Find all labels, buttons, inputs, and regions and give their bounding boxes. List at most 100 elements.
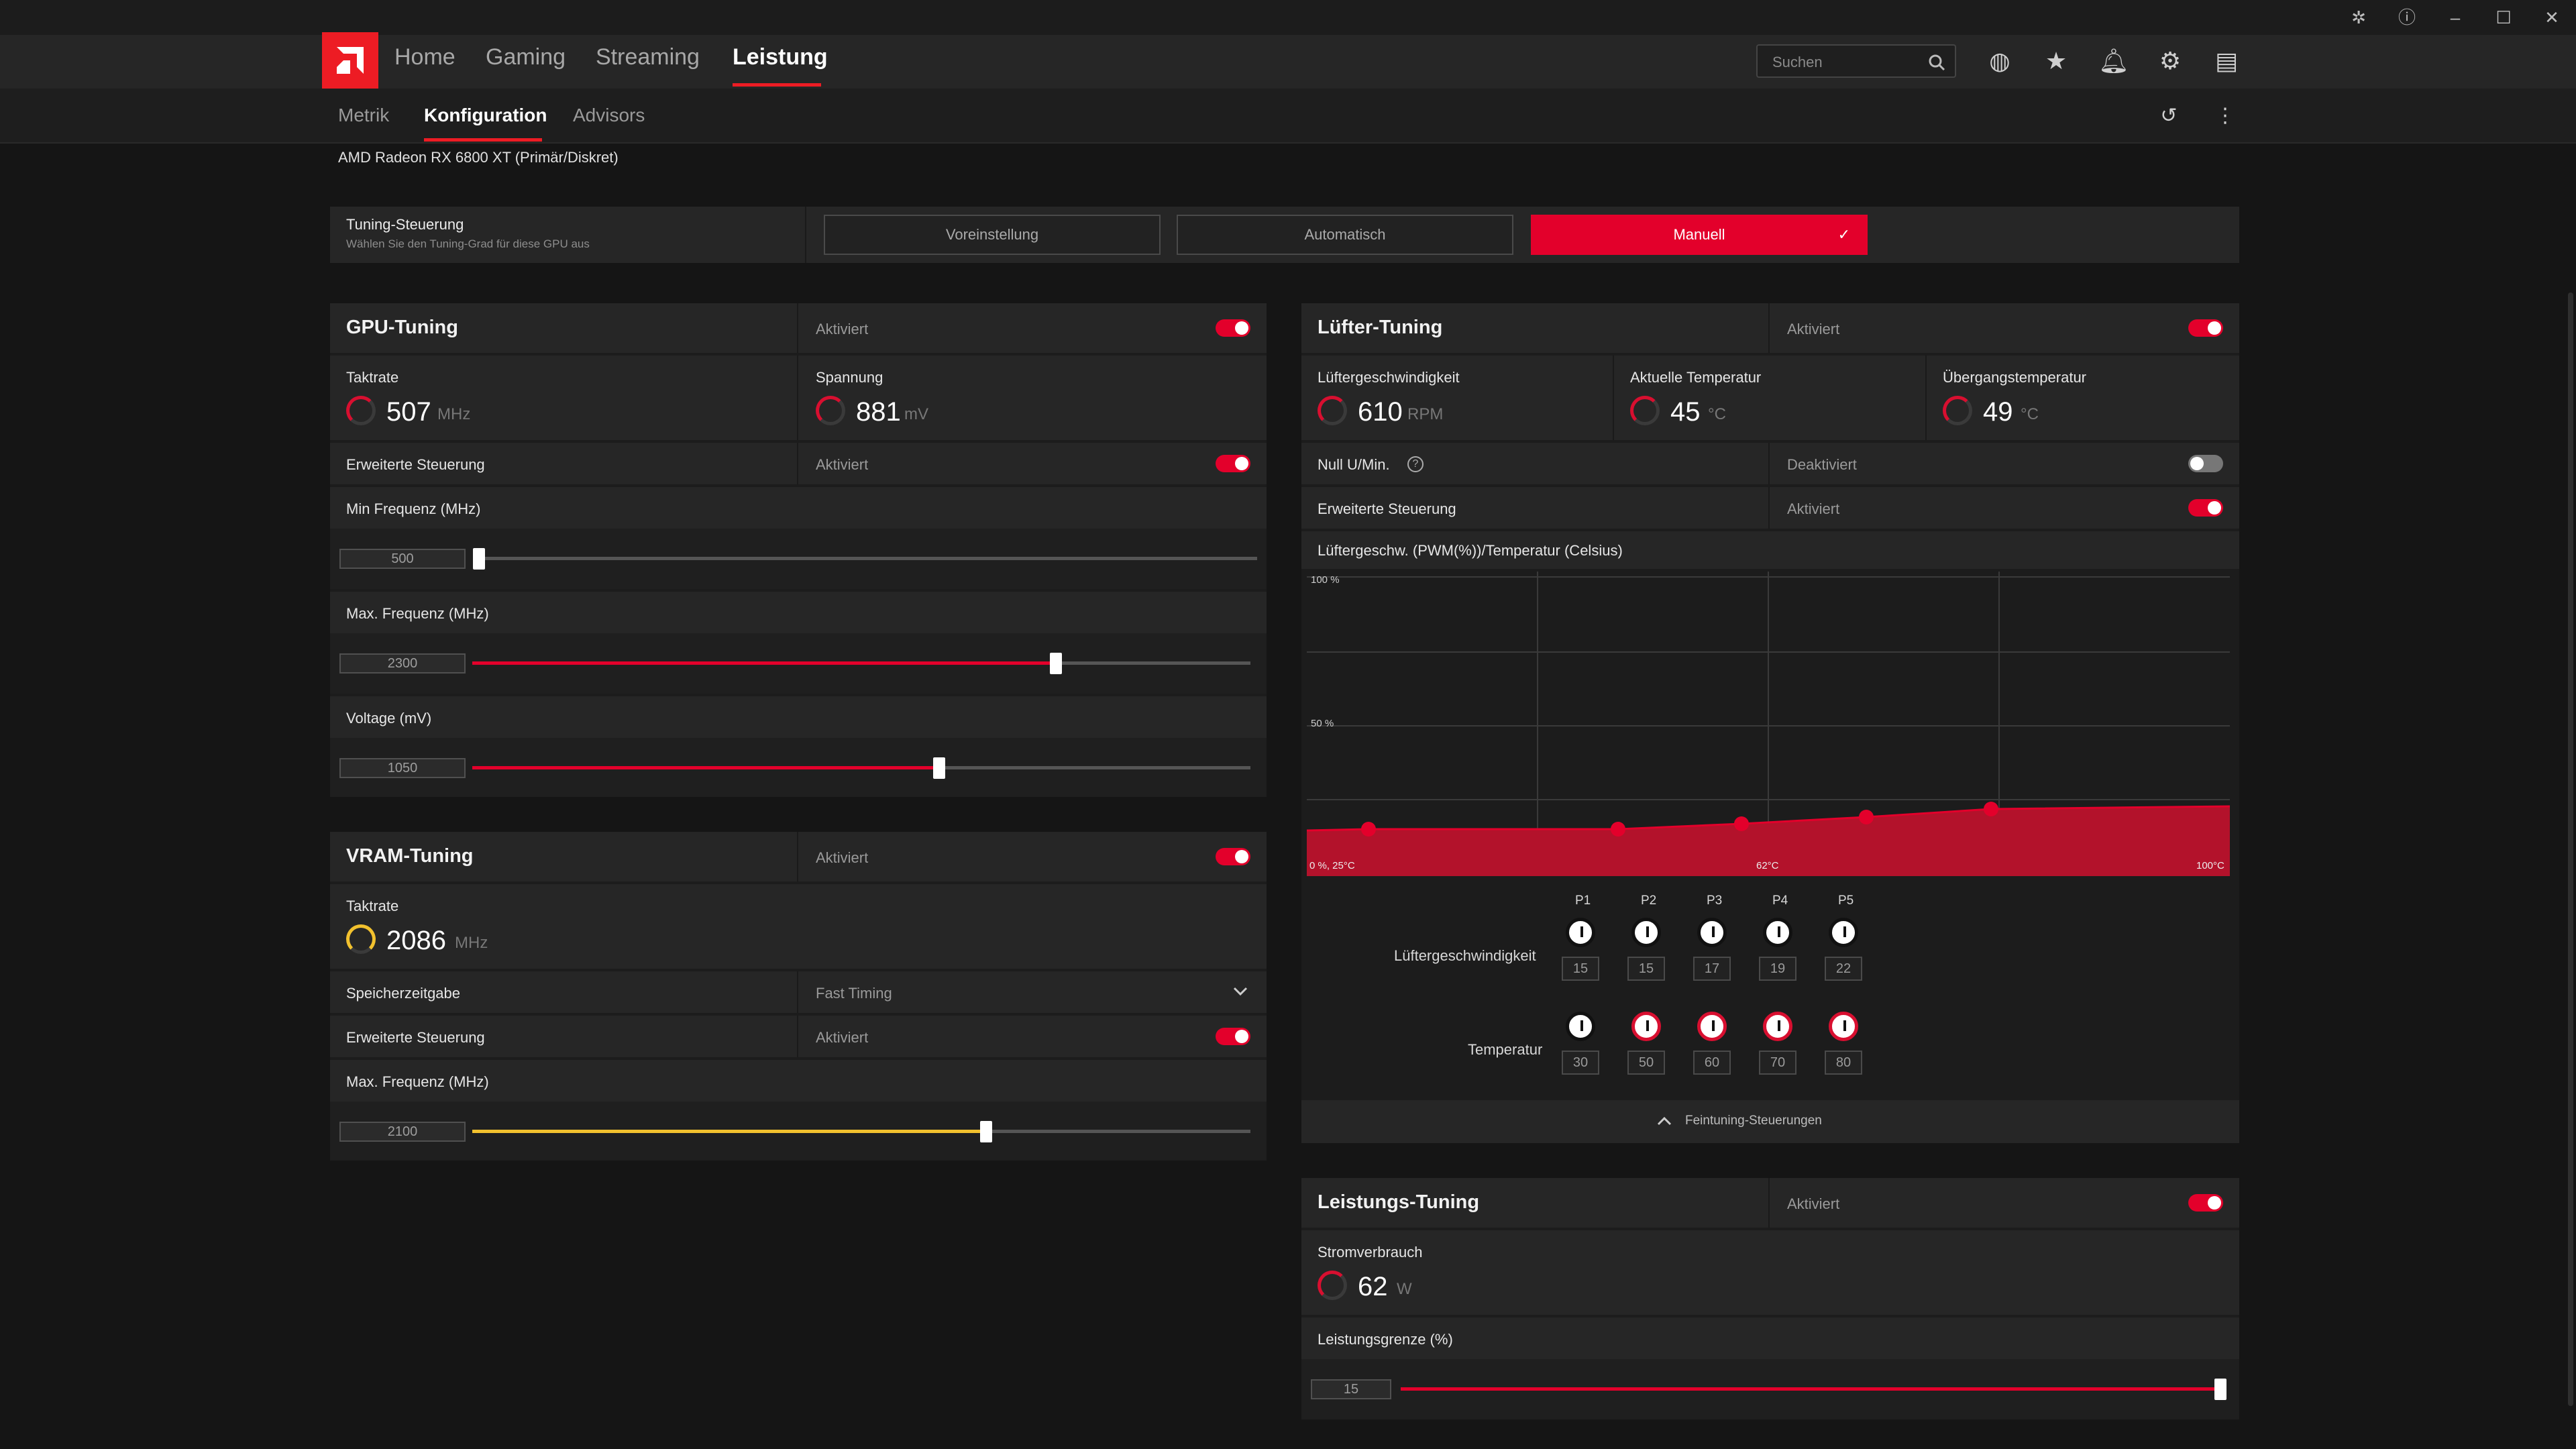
speed-value-p4[interactable]: 19: [1759, 957, 1796, 981]
temp-value-p4[interactable]: 70: [1759, 1051, 1796, 1075]
mode-manuell-label: Manuell: [1673, 226, 1725, 243]
settings-gear-icon[interactable]: ⚙: [2159, 47, 2182, 74]
voltage-value-field[interactable]: 1050: [339, 758, 466, 778]
mode-voreinstellung-button[interactable]: Voreinstellung: [824, 215, 1161, 255]
max-freq-slider[interactable]: [472, 653, 1250, 674]
vram-tuning-status: Aktiviert: [816, 849, 869, 866]
favorites-star-icon[interactable]: ★: [2045, 47, 2068, 74]
speed-knob-p3[interactable]: [1697, 918, 1727, 947]
min-freq-slider[interactable]: [473, 548, 1257, 570]
reset-icon[interactable]: ↺: [2160, 105, 2178, 127]
nav-gaming[interactable]: Gaming: [486, 44, 566, 70]
speed-value-p1[interactable]: 15: [1562, 957, 1599, 981]
temp-knob-p1[interactable]: [1566, 1012, 1595, 1041]
nav-streaming[interactable]: Streaming: [596, 44, 700, 70]
vram-max-freq-label-row: Max. Frequenz (MHz): [330, 1060, 1267, 1102]
temp-knob-p5[interactable]: [1829, 1012, 1858, 1041]
power-limit-slider[interactable]: [1401, 1379, 2226, 1400]
column-divider: [1925, 356, 1927, 440]
nav-home[interactable]: Home: [394, 44, 455, 70]
gpu-tuning-status: Aktiviert: [816, 321, 869, 337]
vram-max-freq-slider-row: 2100: [330, 1102, 1267, 1161]
speed-value-p2[interactable]: 15: [1627, 957, 1665, 981]
point-label-p5: P5: [1838, 894, 1854, 908]
tab-metrik[interactable]: Metrik: [338, 105, 390, 125]
point-label-p1: P1: [1575, 894, 1591, 908]
current-temp-value: 45: [1670, 397, 1701, 427]
vram-advanced-toggle[interactable]: [1216, 1028, 1250, 1045]
bug-report-icon[interactable]: ✲: [2351, 7, 2366, 28]
fan-advanced-toggle[interactable]: [2188, 499, 2223, 517]
zero-rpm-status: Deaktiviert: [1787, 456, 1857, 473]
close-button[interactable]: ✕: [2544, 7, 2559, 28]
speed-value-p5[interactable]: 22: [1825, 957, 1862, 981]
junction-temp-unit: °C: [2021, 405, 2039, 423]
vram-tuning-toggle[interactable]: [1216, 848, 1250, 865]
vram-max-freq-value-field[interactable]: 2100: [339, 1122, 466, 1142]
memory-timing-dropdown[interactable]: Fast Timing: [798, 971, 1267, 1013]
zero-rpm-toggle[interactable]: [2188, 455, 2223, 472]
voltage-slider-fill: [472, 766, 939, 769]
nav-leistung[interactable]: Leistung: [733, 44, 828, 70]
globe-icon[interactable]: ◍: [1989, 47, 2010, 74]
temp-knob-p3[interactable]: [1697, 1012, 1727, 1041]
fan-curve-graph[interactable]: 100 % 50 % 0 %, 25°C 62°C 100°C: [1306, 572, 2231, 876]
account-card-icon[interactable]: ▤: [2214, 47, 2238, 74]
max-freq-value-field[interactable]: 2300: [339, 653, 466, 674]
fan-speed-label: Lüftergeschwindigkeit: [1318, 369, 1460, 386]
vram-max-freq-slider[interactable]: [472, 1121, 1250, 1142]
min-freq-slider-thumb[interactable]: [473, 548, 485, 570]
speed-value-p3[interactable]: 17: [1693, 957, 1731, 981]
power-limit-slider-thumb[interactable]: [2214, 1379, 2226, 1400]
temp-value-p5[interactable]: 80: [1825, 1051, 1862, 1075]
vram-tuning-header: VRAM-Tuning Aktiviert: [330, 832, 1267, 881]
voltage-slider-thumb[interactable]: [933, 757, 945, 779]
minimize-button[interactable]: –: [2450, 7, 2461, 28]
temp-value-p3[interactable]: 60: [1693, 1051, 1731, 1075]
search-icon[interactable]: [1928, 54, 1945, 71]
fan-curve-area: [1307, 806, 2230, 876]
help-icon[interactable]: ?: [1407, 456, 1424, 472]
vram-clock-label: Taktrate: [346, 898, 399, 914]
notification-bell-icon[interactable]: 🔔︎: [2098, 47, 2129, 74]
tuning-control-bar: Tuning-Steuerung Wählen Sie den Tuning-G…: [330, 207, 2239, 263]
help-icon[interactable]: ⓘ: [2398, 7, 2416, 28]
temp-value-p2[interactable]: 50: [1627, 1051, 1665, 1075]
maximize-button[interactable]: ☐: [2496, 7, 2512, 28]
min-freq-value-field[interactable]: 500: [339, 549, 466, 569]
gpu-voltage-unit: mV: [904, 405, 928, 423]
mode-automatisch-button[interactable]: Automatisch: [1177, 215, 1513, 255]
speed-knob-p1[interactable]: [1566, 918, 1595, 947]
curve-point-p2: [1611, 822, 1625, 837]
more-options-icon[interactable]: ⋮: [2215, 105, 2235, 127]
tab-advisors[interactable]: Advisors: [573, 105, 645, 125]
fan-points-section: P1 P2 P3 P4 P5 Lüftergeschwindigkeit 15 …: [1301, 883, 2239, 1143]
fine-tuning-row[interactable]: Feintuning-Steuerungen: [1301, 1100, 2239, 1143]
amd-logo[interactable]: [322, 32, 378, 89]
fan-tuning-toggle[interactable]: [2188, 319, 2223, 337]
mode-manuell-button[interactable]: Manuell ✓: [1531, 215, 1868, 255]
max-freq-slider-thumb[interactable]: [1050, 653, 1062, 674]
vram-max-freq-slider-thumb[interactable]: [979, 1121, 992, 1142]
power-tuning-toggle[interactable]: [2188, 1194, 2223, 1212]
gpu-voltage-label: Spannung: [816, 369, 883, 386]
current-temp-unit: °C: [1708, 405, 1726, 423]
speed-knob-p4[interactable]: [1763, 918, 1792, 947]
vram-tuning-panel: VRAM-Tuning Aktiviert Taktrate 2086 MHz …: [330, 832, 1267, 1161]
temp-value-p1[interactable]: 30: [1562, 1051, 1599, 1075]
voltage-slider[interactable]: [472, 757, 1250, 779]
power-limit-value-field[interactable]: 15: [1311, 1379, 1391, 1399]
speed-row-label: Lüftergeschwindigkeit: [1394, 947, 1536, 964]
temp-knob-p4[interactable]: [1763, 1012, 1792, 1041]
page-scrollbar[interactable]: [2568, 292, 2573, 1406]
search-input[interactable]: Suchen: [1756, 44, 1956, 78]
speed-knob-p5[interactable]: [1829, 918, 1858, 947]
gpu-tuning-toggle[interactable]: [1216, 319, 1250, 337]
temp-knob-p2[interactable]: [1631, 1012, 1661, 1041]
column-divider: [1768, 1178, 1770, 1228]
speed-knob-p2[interactable]: [1631, 918, 1661, 947]
tab-konfiguration[interactable]: Konfiguration: [424, 105, 547, 125]
fan-tuning-header: Lüfter-Tuning Aktiviert: [1301, 303, 2239, 353]
gpu-advanced-toggle[interactable]: [1216, 455, 1250, 472]
gpu-tuning-panel: GPU-Tuning Aktiviert Taktrate 507 MHz Sp…: [330, 303, 1267, 797]
